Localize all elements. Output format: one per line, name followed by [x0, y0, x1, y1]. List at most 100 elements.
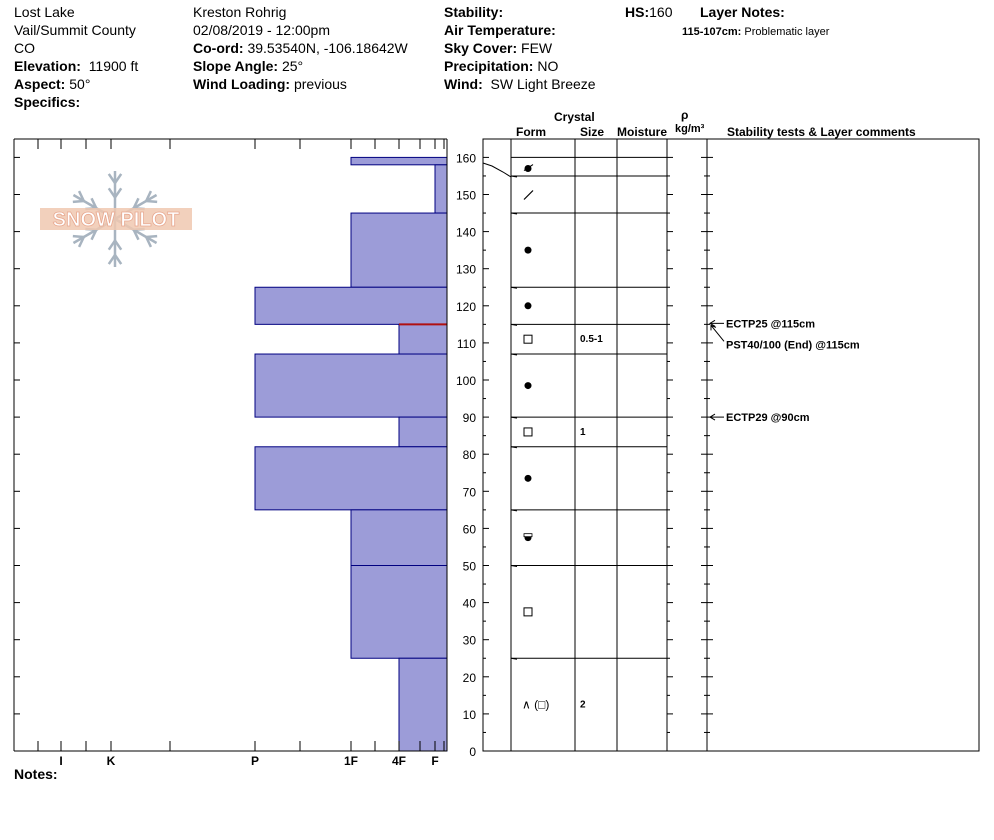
snowflake-branch: [107, 187, 117, 199]
wind-loading: Wind Loading: previous: [193, 76, 347, 93]
hardness-tick-label: K: [107, 754, 116, 768]
snowflake-branch: [113, 173, 123, 184]
coordinates: Co-ord: 39.53540N, -106.18642W: [193, 40, 408, 57]
hardness-bar: [350, 156, 448, 166]
height-tick-label: 20: [463, 671, 477, 685]
observer-name: Kreston Rohrig: [193, 4, 287, 20]
sky-label: Sky Cover:: [444, 40, 518, 56]
elevation-value: 11900 ft: [88, 58, 139, 74]
hs-label: HS:: [625, 4, 650, 20]
layer-notes-label: Layer Notes:: [700, 4, 785, 20]
snowflake-branch: [146, 234, 158, 239]
wind: Wind: SW Light Breeze: [444, 76, 596, 93]
layer-table-frame: [482, 138, 980, 752]
snowflake-branch: [72, 234, 84, 239]
height-tick-label: 50: [463, 560, 477, 574]
hardness-bar: [350, 212, 448, 288]
logo-text: SNOW PILOT: [53, 209, 180, 231]
air-temp-label: Air Temperature:: [444, 22, 556, 38]
grain-size-label: 1: [580, 427, 586, 438]
coord-value: 39.53540N, -106.18642W: [247, 40, 408, 56]
moisture-header: Moisture: [617, 125, 668, 139]
height-tick-label: 70: [463, 485, 477, 499]
grain-facet-symbol: [523, 607, 533, 617]
wind-label: Wind:: [444, 76, 483, 92]
grain-fragment-symbol: [523, 190, 534, 200]
aspect-value: 50°: [69, 76, 91, 92]
hardness-bar: [434, 164, 448, 214]
layer-note: 115-107cm: Problematic layer: [682, 24, 829, 41]
snowflake-branch: [113, 239, 123, 251]
snowflake-branch: [145, 190, 153, 202]
logo-banner: [40, 208, 192, 230]
density-unit-header: kg/m³: [675, 123, 705, 135]
snowflake-branch: [107, 239, 117, 251]
layer-row-stub: [510, 175, 518, 178]
snowflake-branch: [132, 229, 140, 241]
hardness-bar: [350, 509, 448, 567]
height-tick-label: 110: [457, 337, 476, 351]
location-state: CO: [14, 40, 35, 56]
precipitation: Precipitation: NO: [444, 58, 558, 75]
layer-row-stub: [510, 286, 518, 289]
snow-pilot-logo: SNOW PILOT: [40, 171, 192, 267]
hs-value: 160: [649, 4, 673, 20]
hardness-bar: [398, 323, 448, 355]
grain-round-symbol: [524, 474, 532, 482]
hardness-tick-label: F: [431, 754, 438, 768]
hardness-bar: [398, 416, 448, 448]
height-tick-label: 130: [456, 263, 476, 277]
height-tick-label: 120: [456, 300, 476, 314]
height-tick-label: 60: [463, 522, 477, 536]
grain-mixed-cap: [523, 533, 533, 538]
grain-size-label: 2: [580, 700, 586, 711]
grain-facet-symbol: [523, 334, 533, 344]
layer-row-stub: [510, 416, 518, 419]
height-tick-label: 80: [463, 448, 477, 462]
location-name: Lost Lake: [14, 4, 75, 20]
layer-row-stub: [510, 509, 518, 512]
grain-round-symbol: [524, 382, 532, 390]
elevation-label: Elevation:: [14, 58, 81, 74]
wind-value: SW Light Breeze: [490, 76, 596, 92]
height-tick-label: 0: [469, 745, 476, 759]
wind-loading-value: previous: [293, 76, 347, 92]
observation-datetime: 02/08/2019 - 12:00pm: [193, 22, 330, 38]
snowflake-branch: [72, 199, 84, 204]
snowflake-branch: [146, 199, 158, 204]
snowflake-branch: [145, 236, 153, 248]
hardness-bar: [398, 657, 448, 752]
hardness-tick-label: 1F: [344, 754, 358, 768]
snowflake-branch: [90, 229, 98, 241]
snowflake-branch: [107, 173, 117, 184]
grain-facet-symbol: [523, 427, 533, 437]
stability-arrowhead: [710, 324, 717, 331]
stability-arrowhead: [709, 319, 716, 327]
notes-label: Notes:: [14, 766, 58, 782]
layer-note-range: 115-107cm:: [682, 26, 742, 38]
sky-cover: Sky Cover: FEW: [444, 40, 552, 57]
height-tick-label: 40: [463, 597, 477, 611]
height-tick-label: 90: [463, 411, 477, 425]
stability-arrowhead: [709, 413, 716, 421]
stability-arrow: [710, 325, 725, 342]
grain-depth-hoar-symbol: ∧ (□): [522, 698, 549, 712]
grain-symbol-mark: [523, 164, 534, 171]
stability-test-label: ECTP25 @115cm: [726, 318, 815, 330]
precip-value: NO: [537, 58, 559, 74]
grain-round-symbol: [524, 302, 532, 310]
slope-angle: Slope Angle: 25°: [193, 58, 303, 75]
hardness-tick-label: P: [251, 754, 259, 768]
layer-row-stub: [510, 657, 518, 660]
form-header: Form: [516, 125, 546, 139]
grain-round-symbol: [524, 246, 532, 254]
precip-label: Precipitation:: [444, 58, 534, 74]
snowflake-branch: [77, 190, 85, 202]
stability-test-label: ECTP29 @90cm: [726, 412, 810, 424]
hardness-bar: [350, 565, 448, 659]
hardness-tick-label: 4F: [392, 754, 406, 768]
grain-size-label: 0.5-1: [580, 334, 603, 345]
stability-header: Stability tests & Layer comments: [727, 125, 916, 139]
height-tick-label: 150: [456, 189, 476, 203]
